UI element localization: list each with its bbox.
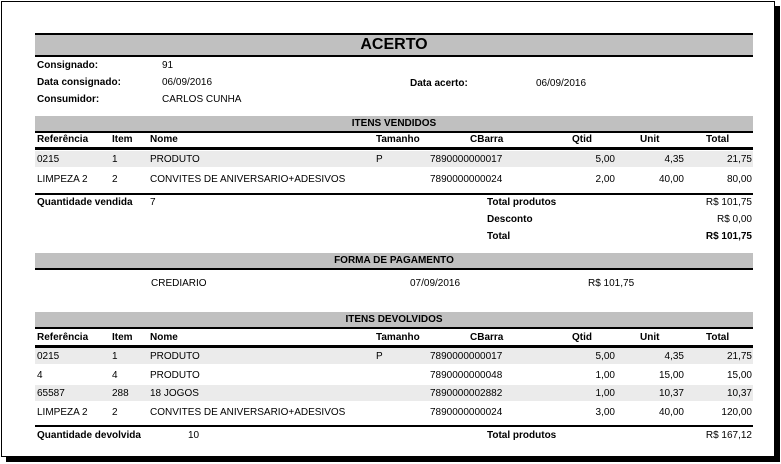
column-header: Unit	[640, 332, 660, 343]
forma-pagamento-title: FORMA DE PAGAMENTO	[334, 255, 454, 266]
table-cell: 7890000000024	[430, 174, 503, 185]
column-header: Unit	[640, 134, 660, 145]
table-cell: 7890000000048	[430, 370, 503, 381]
table-cell: 40,00	[658, 407, 684, 418]
table-cell: 7890000000017	[430, 154, 503, 165]
table-cell: 7890000000017	[430, 351, 503, 362]
table-bottom-rule	[35, 193, 753, 195]
devolvidos-total-produtos-label: Total produtos	[487, 430, 557, 441]
table-cell: 4,35	[664, 154, 684, 165]
column-header: Nome	[150, 134, 178, 145]
table-cell: 18 JOGOS	[150, 388, 199, 399]
total-label: Total	[487, 231, 511, 242]
itens-vendidos-bar: ITENS VENDIDOS	[35, 116, 753, 133]
total-value: R$ 101,75	[705, 231, 752, 242]
table-cell: 2,00	[595, 174, 615, 185]
table-cell: 10,37	[658, 388, 684, 399]
table-cell: 80,00	[726, 174, 752, 185]
itens-devolvidos-bar: ITENS DEVOLVIDOS	[35, 312, 753, 329]
header-rule	[35, 345, 753, 348]
table-cell: LIMPEZA 2	[37, 407, 88, 418]
column-header: Qtid	[572, 134, 592, 145]
table-cell: 1,00	[595, 388, 615, 399]
forma-pagamento-bar: FORMA DE PAGAMENTO	[35, 253, 753, 270]
column-header: Item	[112, 332, 133, 343]
table-bottom-rule	[35, 425, 753, 427]
table-cell: 4,35	[664, 351, 684, 362]
table-cell: 21,75	[726, 154, 752, 165]
row-shade	[35, 151, 753, 167]
data-consignado-label: Data consignado:	[37, 77, 121, 88]
table-cell: 288	[112, 388, 129, 399]
column-header: Item	[112, 134, 133, 145]
qtd-vendida-value: 7	[150, 197, 156, 208]
column-header: CBarra	[470, 332, 504, 343]
desconto-value: R$ 0,00	[716, 214, 752, 225]
table-cell: 2	[112, 174, 118, 185]
consignado-value: 91	[162, 60, 174, 71]
total-produtos-value: R$ 101,75	[705, 197, 752, 208]
column-header: Tamanho	[376, 332, 420, 343]
qtd-devolvida-value: 10	[188, 430, 200, 441]
column-header: Tamanho	[376, 134, 420, 145]
table-cell: 3,00	[595, 407, 615, 418]
report-title: ACERTO	[360, 36, 428, 53]
consignado-label: Consignado:	[37, 60, 99, 71]
pagamento-valor: R$ 101,75	[588, 278, 635, 289]
table-cell: LIMPEZA 2	[37, 174, 88, 185]
column-header: CBarra	[470, 134, 504, 145]
header-rule	[35, 147, 753, 150]
table-cell: 15,00	[726, 370, 752, 381]
table-cell: 4	[112, 370, 118, 381]
table-cell: 0215	[37, 351, 60, 362]
desconto-label: Desconto	[487, 214, 533, 225]
column-header: Qtid	[572, 332, 592, 343]
row-shade	[35, 348, 753, 364]
table-cell: 7890000000024	[430, 407, 503, 418]
table-cell: 2	[112, 407, 118, 418]
column-header: Total	[706, 332, 730, 343]
consumidor-label: Consumidor:	[37, 94, 100, 105]
table-cell: 1	[112, 154, 118, 165]
column-header: Referência	[37, 332, 89, 343]
data-acerto-label: Data acerto:	[410, 78, 468, 89]
table-cell: CONVITES DE ANIVERSARIO+ADESIVOS	[150, 407, 346, 418]
table-cell: PRODUTO	[150, 351, 200, 362]
table-cell: 21,75	[726, 351, 752, 362]
itens-vendidos-title: ITENS VENDIDOS	[351, 118, 437, 129]
table-cell: 15,00	[658, 370, 684, 381]
table-cell: 4	[37, 370, 43, 381]
table-cell: 1,00	[595, 370, 615, 381]
table-cell: P	[376, 154, 383, 165]
row-shade	[35, 385, 753, 401]
table-cell: 7890000002882	[430, 388, 503, 399]
table-cell: 120,00	[721, 407, 752, 418]
pagamento-data: 07/09/2016	[410, 278, 461, 289]
table-cell: 1	[112, 351, 118, 362]
table-cell: CONVITES DE ANIVERSARIO+ADESIVOS	[150, 174, 346, 185]
column-header: Total	[706, 134, 730, 145]
forma-pagamento-value: CREDIARIO	[151, 278, 207, 289]
column-header: Referência	[37, 134, 89, 145]
table-cell: 5,00	[595, 154, 615, 165]
data-acerto-value: 06/09/2016	[536, 78, 587, 89]
total-produtos-label: Total produtos	[487, 197, 557, 208]
consumidor-value: CARLOS CUNHA	[162, 94, 242, 105]
table-cell: 10,37	[726, 388, 752, 399]
qtd-devolvida-label: Quantidade devolvida	[37, 430, 141, 441]
table-cell: 0215	[37, 154, 60, 165]
table-cell: 40,00	[658, 174, 684, 185]
table-cell: PRODUTO	[150, 370, 200, 381]
qtd-vendida-label: Quantidade vendida	[37, 197, 133, 208]
column-header: Nome	[150, 332, 178, 343]
devolvidos-total-produtos-value: R$ 167,12	[705, 430, 752, 441]
table-cell: 65587	[37, 388, 65, 399]
title-bar: ACERTO	[35, 33, 753, 57]
report-frame	[1, 1, 775, 457]
table-cell: 5,00	[595, 351, 615, 362]
itens-devolvidos-title: ITENS DEVOLVIDOS	[345, 314, 443, 325]
table-cell: PRODUTO	[150, 154, 200, 165]
data-consignado-value: 06/09/2016	[162, 77, 213, 88]
table-cell: P	[376, 351, 383, 362]
